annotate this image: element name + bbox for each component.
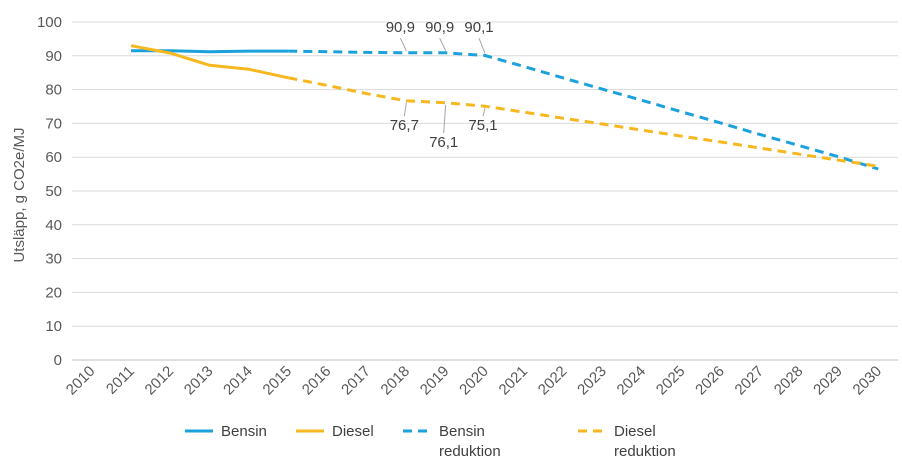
x-tick-label: 2010 (63, 363, 99, 399)
annotation-leader (399, 37, 407, 51)
annotation-leader (482, 108, 486, 117)
series-line-diesel-reduktion (288, 76, 879, 168)
y-tick-label: 90 (45, 48, 62, 65)
x-tick-label: 2020 (456, 363, 492, 399)
y-tick-label: 30 (45, 251, 62, 268)
y-tick-label: 50 (45, 183, 62, 200)
data-label: 90,1 (464, 19, 493, 36)
x-tick-label: 2014 (220, 363, 256, 399)
x-tick-label: 2017 (338, 363, 374, 399)
x-tick-label: 2013 (181, 363, 217, 399)
y-axis-label: Utsläpp, g CO2e/MJ (11, 127, 28, 262)
data-label: 90,9 (386, 19, 415, 36)
legend-label: reduktion (614, 443, 676, 457)
x-tick-label: 2019 (417, 363, 453, 399)
y-tick-label: 40 (45, 217, 62, 234)
x-tick-label: 2030 (850, 363, 886, 399)
y-tick-label: 0 (54, 352, 62, 369)
legend-label: Bensin (439, 423, 485, 440)
y-tick-label: 60 (45, 149, 62, 166)
x-tick-label: 2029 (810, 363, 846, 399)
x-tick-label: 2012 (142, 363, 178, 399)
x-tick-label: 2018 (378, 363, 414, 399)
x-tick-label: 2015 (260, 363, 296, 399)
data-label: 76,1 (429, 134, 458, 151)
annotation-leader (439, 37, 447, 51)
x-tick-label: 2028 (771, 363, 807, 399)
y-axis-ticks: 0 10 20 30 40 50 60 70 80 90 100 (37, 14, 62, 369)
x-tick-label: 2011 (103, 363, 138, 398)
x-tick-label: 2027 (732, 363, 768, 399)
legend: Bensin Diesel Bensin reduktion Diesel redukti… (185, 423, 676, 457)
y-tick-label: 70 (45, 115, 62, 132)
annotation-leader (443, 104, 447, 134)
x-axis-ticks: 2010 2011 2012 2013 2014 2015 2016 2017 2018 2019… (63, 363, 885, 399)
x-tick-label: 2026 (692, 363, 728, 399)
legend-label: Bensin (221, 423, 267, 440)
y-tick-label: 100 (37, 14, 62, 31)
series-line-diesel (130, 44, 289, 80)
x-tick-label: 2022 (535, 363, 571, 399)
data-label: 90,9 (425, 19, 454, 36)
data-annotations: 90,9 90,9 90,1 76,7 76,1 75,1 (386, 19, 498, 151)
y-tick-label: 20 (45, 284, 62, 301)
x-tick-label: 2021 (496, 363, 532, 399)
gridlines (72, 21, 898, 361)
annotation-leader (478, 37, 486, 54)
series-line-bensin-reduktion (288, 49, 879, 171)
y-tick-label: 80 (45, 82, 62, 99)
legend-label: reduktion (439, 443, 501, 457)
x-tick-label: 2024 (614, 363, 650, 399)
y-tick-label: 10 (45, 318, 62, 335)
x-tick-label: 2025 (653, 363, 689, 399)
x-tick-label: 2016 (299, 363, 335, 399)
data-label: 76,7 (390, 117, 419, 134)
x-tick-label: 2023 (574, 363, 610, 399)
legend-label: Diesel (332, 423, 374, 440)
series-lines (130, 44, 879, 171)
data-label: 75,1 (468, 117, 497, 134)
legend-label: Diesel (614, 423, 656, 440)
annotation-leader (403, 102, 407, 117)
